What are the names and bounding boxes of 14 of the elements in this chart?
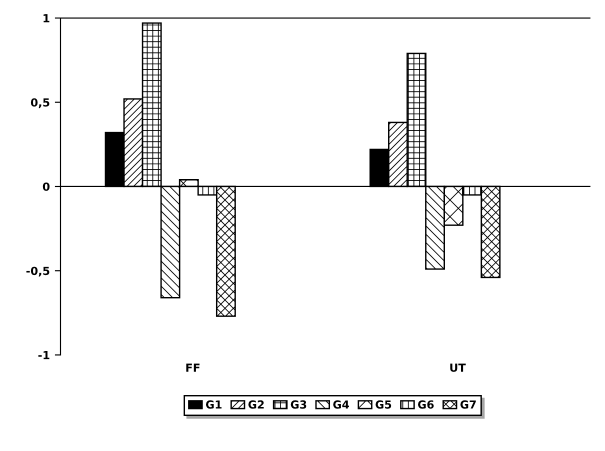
- y-tick-label: 0,5: [30, 98, 50, 108]
- x-tick-label: FF: [186, 364, 200, 372]
- y-tick-label: -0,5: [26, 266, 50, 277]
- y-tick-label: -1: [38, 351, 50, 360]
- y-tick-label: 1: [44, 14, 50, 22]
- legend-label: G6: [418, 400, 434, 409]
- legend-label: G7: [460, 400, 476, 409]
- legend-label: G5: [376, 400, 392, 409]
- legend-label: G1: [206, 400, 222, 409]
- legend-label: G2: [248, 400, 264, 409]
- legend-label: G4: [333, 400, 349, 409]
- y-tick-label: 0: [42, 182, 50, 191]
- x-tick-label: UT: [450, 364, 466, 372]
- legend-label: G3: [290, 400, 306, 409]
